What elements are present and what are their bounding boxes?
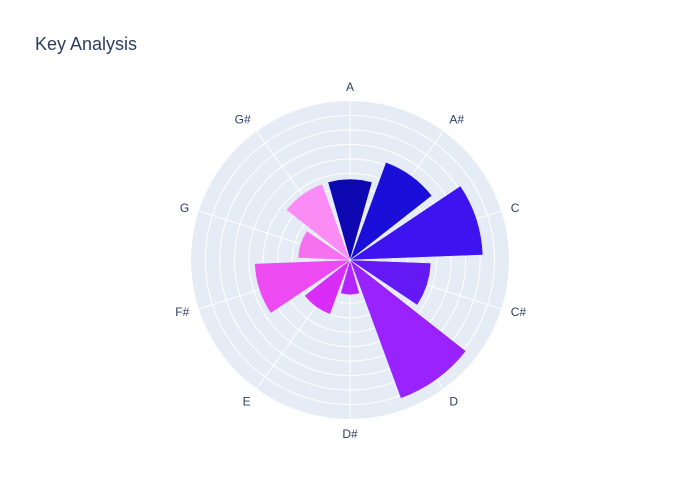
angular-tick-label: C# [511, 305, 527, 319]
bar-g [297, 230, 351, 261]
bar-d-sharp [340, 259, 360, 295]
bar-d [349, 259, 467, 399]
angular-tick-label: A [346, 80, 354, 94]
angular-tick-label: A# [449, 112, 464, 126]
bar-g-sharp [285, 183, 351, 261]
angular-tick-label: G# [235, 112, 251, 126]
bars-group [254, 161, 484, 399]
angular-tick-label: D [449, 395, 458, 409]
angular-tick-label: C [511, 201, 520, 215]
angular-tick-label: F# [175, 305, 189, 319]
bar-a-sharp [349, 161, 433, 261]
bar-e [304, 259, 351, 315]
angular-tick-label: D# [342, 427, 358, 441]
bar-c [349, 185, 484, 261]
angular-tick-label: G [180, 201, 189, 215]
bar-a [327, 178, 373, 261]
angular-tick-label: E [243, 395, 251, 409]
angular-tick-labels: A A# C C# D D# E F# G G# [175, 80, 526, 441]
bar-f-sharp [254, 259, 351, 314]
bar-c-sharp [349, 259, 432, 306]
chart-title: Key Analysis [35, 34, 137, 54]
